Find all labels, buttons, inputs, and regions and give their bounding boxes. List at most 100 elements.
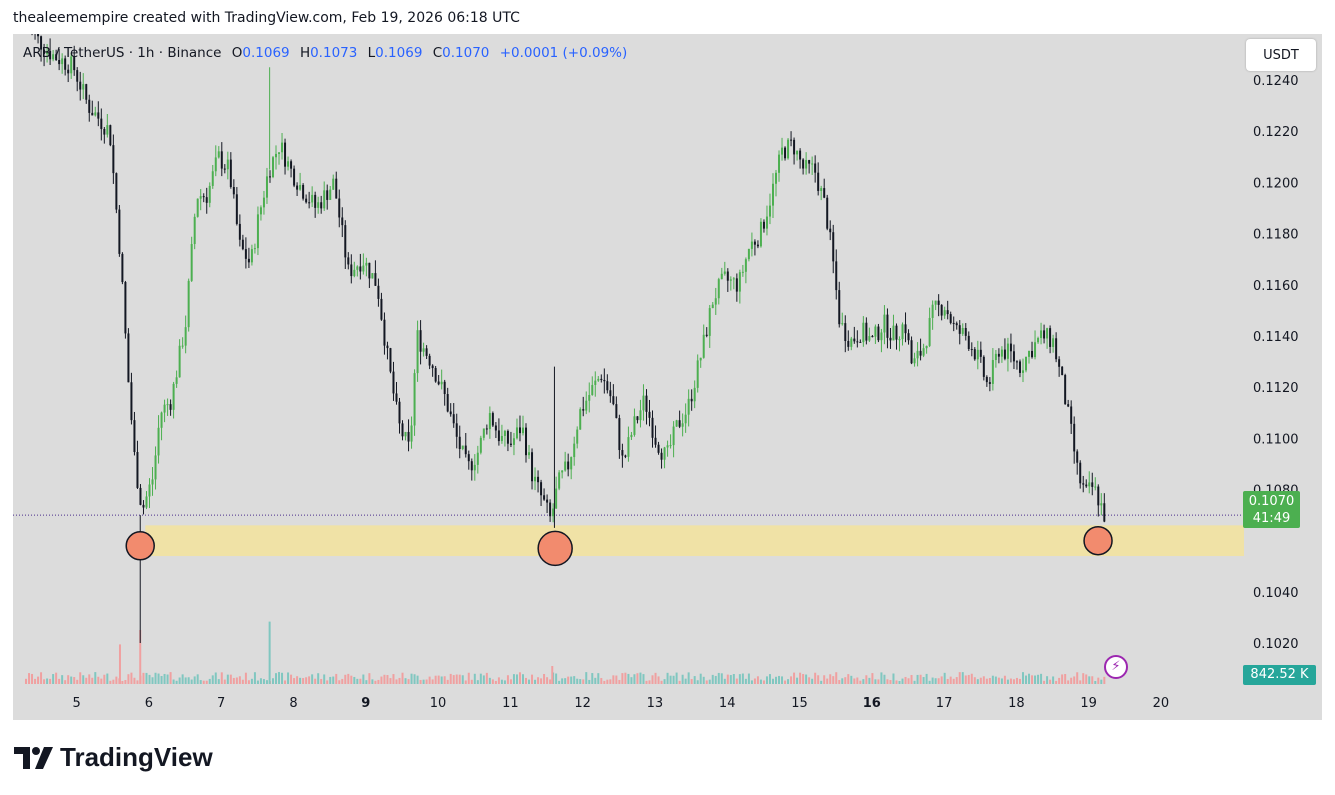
volume-bar xyxy=(169,672,172,684)
candle-body xyxy=(886,314,889,338)
candle-body xyxy=(40,36,43,50)
candle-body xyxy=(103,128,106,135)
candle-body xyxy=(856,341,859,343)
volume-bar xyxy=(1064,674,1067,684)
volume-bar xyxy=(543,673,546,684)
volume-bar xyxy=(531,674,534,684)
candle-body xyxy=(479,437,482,453)
volume-bar xyxy=(799,672,802,684)
candle-body xyxy=(630,434,633,438)
candle-body xyxy=(528,452,531,456)
candle-body xyxy=(244,249,247,259)
candle-body xyxy=(705,334,708,336)
candle-body xyxy=(389,348,392,372)
volume-bar xyxy=(371,679,374,684)
symbol-label[interactable]: ARB / TetherUS · 1h · Binance xyxy=(23,45,222,61)
volume-bar xyxy=(344,674,347,684)
candle-body xyxy=(76,70,79,82)
volume-bar xyxy=(546,677,549,684)
candle-body xyxy=(488,413,491,430)
y-tick-label: 0.1140 xyxy=(1253,330,1299,345)
volume-bar xyxy=(196,674,199,684)
volume-bar xyxy=(910,674,913,684)
volume-bar xyxy=(657,676,660,684)
volume-bar xyxy=(889,680,892,684)
volume-bar xyxy=(970,673,973,684)
volume-bar xyxy=(211,675,214,684)
candle-body xyxy=(302,184,305,199)
candle-body xyxy=(311,194,314,203)
candle-body xyxy=(627,437,630,457)
candle-body xyxy=(214,157,217,172)
volume-bar xyxy=(28,673,31,684)
volume-bar xyxy=(419,679,422,684)
candle-body xyxy=(241,239,244,250)
candle-body xyxy=(37,34,40,37)
candle-body xyxy=(350,264,353,277)
candle-body xyxy=(817,172,820,191)
low-label: L xyxy=(367,45,376,61)
volume-bar xyxy=(802,674,805,684)
volume-bar xyxy=(320,678,323,684)
volume-bar xyxy=(64,680,67,684)
candle-body xyxy=(464,445,467,455)
candle-body xyxy=(58,59,61,65)
volume-bar xyxy=(202,680,205,684)
x-tick-label: 8 xyxy=(289,696,297,711)
volume-bar xyxy=(627,673,630,684)
tradingview-logo[interactable]: TradingView xyxy=(14,742,213,773)
candle-body xyxy=(865,322,868,341)
candle-body xyxy=(991,360,994,384)
candle-body xyxy=(970,349,973,351)
change-value: +0.0001 (+0.09%) xyxy=(499,45,628,61)
x-tick-label: 11 xyxy=(502,696,519,711)
volume-bar xyxy=(624,672,627,684)
volume-spike xyxy=(551,666,554,684)
support-touch-marker xyxy=(537,530,573,567)
candle-body xyxy=(750,241,753,249)
volume-bar xyxy=(886,679,889,684)
volume-bar xyxy=(515,674,518,684)
candle-body xyxy=(952,322,955,324)
candle-body xyxy=(862,322,865,343)
volume-bar xyxy=(223,679,226,684)
volume-bar xyxy=(898,680,901,684)
volume-bar xyxy=(859,680,862,684)
candle-body xyxy=(796,150,799,155)
candle-body xyxy=(82,84,85,90)
candle-body xyxy=(808,160,811,164)
candle-body xyxy=(422,348,425,352)
candle-body xyxy=(281,142,284,153)
candle-body xyxy=(145,496,148,508)
lightning-icon[interactable]: ⚡ xyxy=(1104,655,1128,679)
volume-bar xyxy=(636,673,639,684)
currency-button[interactable]: USDT xyxy=(1246,39,1316,71)
volume-bar xyxy=(178,677,181,684)
volume-bar xyxy=(672,675,675,684)
chart-frame[interactable]: 0.1240 0.1220 0.1200 0.1180 0.1160 0.1140 0.11… xyxy=(13,34,1322,720)
volume-bar xyxy=(253,672,256,684)
volume-bar xyxy=(1070,677,1073,684)
volume-bar xyxy=(112,679,115,684)
volume-bar xyxy=(931,677,934,684)
x-tick-label: 7 xyxy=(217,696,225,711)
volume-bar xyxy=(952,678,955,684)
volume-bar xyxy=(482,675,485,684)
volume-bar xyxy=(485,672,488,684)
candle-body xyxy=(232,187,235,195)
volume-bar xyxy=(130,672,133,684)
candle-body xyxy=(268,176,271,178)
volume-bar xyxy=(702,676,705,684)
volume-bar xyxy=(241,679,244,684)
price-chart[interactable]: 0.1240 0.1220 0.1200 0.1180 0.1160 0.1140 0.11… xyxy=(13,34,1322,720)
volume-bar xyxy=(594,677,597,684)
volume-bar xyxy=(1061,674,1064,684)
candle-body xyxy=(696,360,699,388)
volume-bar xyxy=(136,680,139,684)
volume-bar xyxy=(603,680,606,684)
volume-bar xyxy=(850,675,853,684)
volume-bar xyxy=(389,678,392,684)
volume-bar xyxy=(600,678,603,684)
candle-body xyxy=(256,214,259,249)
volume-bar xyxy=(985,678,988,684)
